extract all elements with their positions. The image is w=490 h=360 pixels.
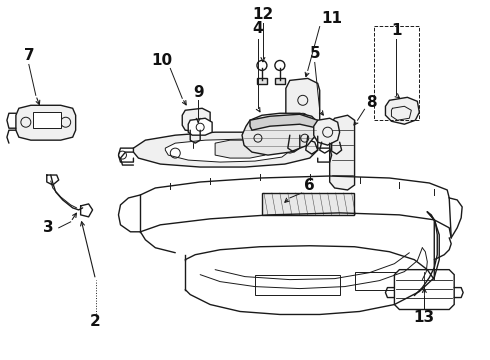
- Polygon shape: [286, 78, 319, 138]
- Polygon shape: [242, 113, 318, 155]
- Bar: [33, 112, 61, 128]
- Text: 7: 7: [24, 48, 34, 63]
- Text: 6: 6: [304, 179, 315, 193]
- Polygon shape: [188, 118, 212, 135]
- Polygon shape: [314, 118, 340, 145]
- Text: 4: 4: [253, 21, 263, 36]
- Polygon shape: [16, 105, 75, 140]
- Polygon shape: [165, 139, 290, 162]
- Polygon shape: [330, 115, 355, 190]
- Polygon shape: [386, 97, 419, 124]
- Polygon shape: [133, 132, 318, 167]
- Text: 9: 9: [193, 85, 203, 100]
- Text: 1: 1: [391, 23, 402, 38]
- Text: 13: 13: [414, 310, 435, 325]
- Bar: [262, 193, 354, 215]
- Bar: [374, 26, 419, 120]
- Polygon shape: [215, 140, 265, 158]
- Text: 11: 11: [321, 11, 342, 26]
- Polygon shape: [257, 78, 267, 84]
- Polygon shape: [250, 114, 318, 130]
- Text: 5: 5: [309, 46, 320, 61]
- Text: 2: 2: [90, 314, 101, 329]
- Text: 10: 10: [152, 53, 173, 68]
- Text: 12: 12: [252, 7, 273, 22]
- Polygon shape: [394, 270, 454, 310]
- Polygon shape: [182, 108, 210, 132]
- Bar: [355, 272, 399, 289]
- Text: 8: 8: [366, 95, 377, 110]
- Bar: [255, 275, 340, 294]
- Polygon shape: [275, 78, 285, 84]
- Text: 3: 3: [44, 220, 54, 235]
